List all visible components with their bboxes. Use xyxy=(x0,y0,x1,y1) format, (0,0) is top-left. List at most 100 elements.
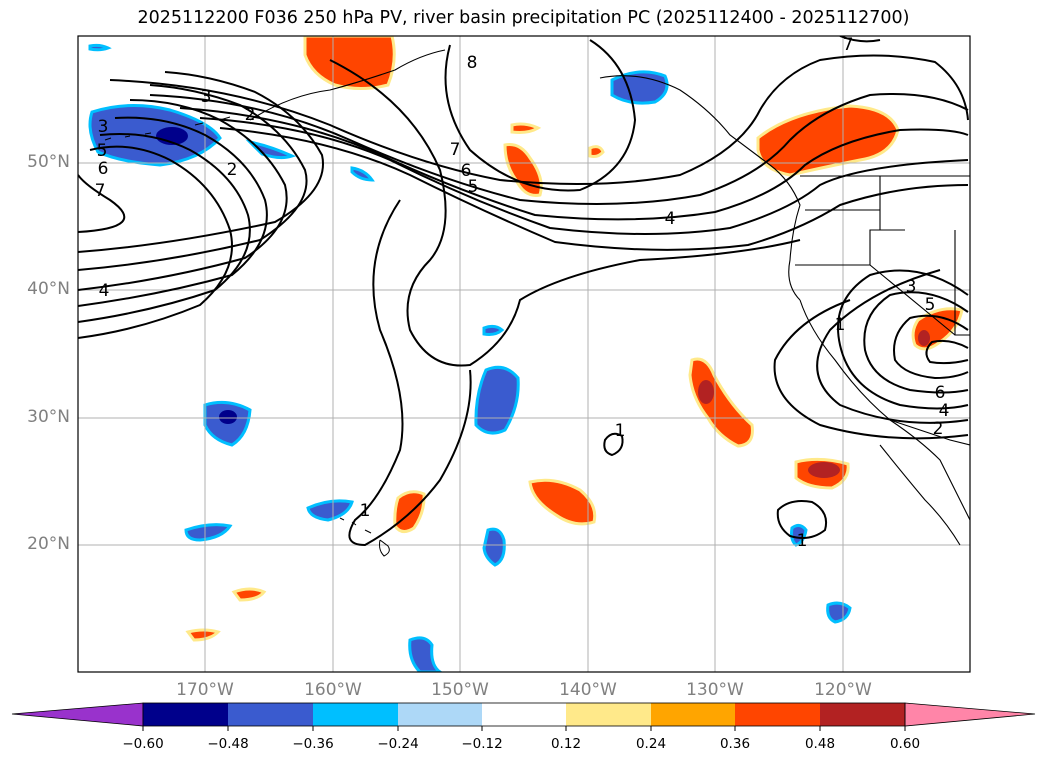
precip-positive-areas xyxy=(185,36,964,642)
blob-west-neg xyxy=(184,523,233,542)
lon-label-150w: 150°W xyxy=(431,680,489,700)
colorbar-segment xyxy=(482,703,566,726)
contour-label: 7 xyxy=(843,35,854,55)
blob-w-pos-3 xyxy=(588,145,605,158)
us-mexico-border xyxy=(889,419,970,446)
precip-negative-areas xyxy=(88,43,852,672)
blob-gulf-pos-2 xyxy=(510,122,542,134)
pv-contour-west-4 xyxy=(78,99,288,291)
pv-jet-2 xyxy=(149,93,969,205)
lon-label-120w: 120°W xyxy=(814,680,872,700)
coast-alaska-panhandle xyxy=(599,75,771,166)
pv-trough xyxy=(329,59,801,367)
pv-calif-outer-1 xyxy=(816,269,969,424)
contour-label: 5 xyxy=(925,295,936,315)
pv-contour-west-3 xyxy=(78,116,268,307)
colorbar-segment-below xyxy=(11,702,144,727)
state-border-east xyxy=(954,230,970,336)
map-title: 2025112200 F036 250 hPa PV, river basin … xyxy=(137,8,910,28)
pv-contours xyxy=(78,36,969,547)
blob-hawaii-pos xyxy=(393,490,426,533)
coast-alaska-south xyxy=(249,49,446,121)
blob-tiny-neg-4 xyxy=(88,43,112,52)
pv-cutoff xyxy=(348,199,472,547)
colorbar-tick-label: 0.24 xyxy=(635,736,667,752)
contour-label: 2 xyxy=(245,105,256,125)
colorbar-segment xyxy=(398,703,482,726)
pv-calif-low-1 xyxy=(837,269,969,410)
blob-alaska-pos xyxy=(303,36,396,90)
colorbar-frame xyxy=(142,702,906,727)
contour-label: 1 xyxy=(797,531,808,551)
contour-label: 7 xyxy=(95,181,106,201)
blob-tiny-neg-5 xyxy=(790,523,808,547)
blob-far-south-neg xyxy=(408,636,443,672)
colorbar-segment xyxy=(228,703,313,726)
pv-calif-low-3 xyxy=(893,314,969,380)
pv-gulf-loop xyxy=(444,39,637,192)
contour-label: 5 xyxy=(97,141,108,161)
colorbar-tick-label: −0.24 xyxy=(377,736,419,752)
contour-label: 6 xyxy=(935,383,946,403)
contour-label-layer: 3 3 5 6 7 2 2 4 8 7 6 5 4 7 3 5 1 6 4 2 … xyxy=(95,35,950,551)
pv-calif-low-4 xyxy=(925,339,969,365)
aleutians xyxy=(104,116,231,141)
map-panel[interactable]: 3 3 5 6 7 2 2 4 8 7 6 5 4 7 3 5 1 6 4 2 … xyxy=(0,0,1047,690)
lat-label-30n: 30°N xyxy=(27,407,70,427)
colorbar-tick-label: 0.60 xyxy=(889,736,921,752)
colorbar-tick-label: −0.48 xyxy=(207,736,249,752)
colorbar-segment xyxy=(143,703,228,726)
map-frame xyxy=(77,35,971,673)
colorbar-tick-label: −0.12 xyxy=(461,736,503,752)
lat-label-20n: 20°N xyxy=(27,534,70,554)
contour-label: 3 xyxy=(201,87,212,107)
pv-jet-5 xyxy=(219,127,969,251)
pv-jet-3 xyxy=(179,107,969,221)
lat-label-40n: 40°N xyxy=(27,279,70,299)
pv-calif-outer-2 xyxy=(773,299,969,440)
blob-mid-pos xyxy=(528,478,597,526)
pv-calif-low-2 xyxy=(863,291,969,394)
contour-label: 4 xyxy=(99,281,110,301)
contour-label: 5 xyxy=(468,177,479,197)
colorbar-segment xyxy=(651,703,735,726)
contour-label: 1 xyxy=(835,315,846,335)
colorbar-segment xyxy=(313,703,398,726)
colorbar-tick-label: 0.12 xyxy=(550,736,582,752)
coast-baja xyxy=(879,444,961,546)
pv-contour-west-2 xyxy=(78,133,251,323)
colorbar-ticks xyxy=(142,726,906,731)
colorbar-segment xyxy=(735,703,820,726)
pv-small-ring-2 xyxy=(776,500,828,539)
blob-mid-neg-1 xyxy=(474,365,520,435)
graticule xyxy=(78,36,970,672)
blob-hawaii-neg xyxy=(306,499,354,522)
lon-label-130w: 130°W xyxy=(686,680,744,700)
lon-label-170w: 170°W xyxy=(176,680,234,700)
blob-south-neg xyxy=(482,527,506,567)
contour-label: 1 xyxy=(360,501,371,521)
contour-label: 1 xyxy=(615,421,626,441)
lat-label-50n: 50°N xyxy=(27,152,70,172)
state-border-ca-nv xyxy=(869,229,905,265)
colorbar-segment-above xyxy=(904,702,1036,727)
contour-label: 4 xyxy=(939,401,950,421)
lon-label-160w: 160°W xyxy=(304,680,362,700)
blob-tiny-neg-3 xyxy=(482,324,505,336)
pv-jet-4 xyxy=(199,117,969,235)
pv-contour-west-1 xyxy=(78,145,233,339)
contour-label: 6 xyxy=(461,161,472,181)
colorbar-tick-label: −0.60 xyxy=(122,736,164,752)
colorbar-tick-label: −0.36 xyxy=(292,736,334,752)
contour-label: 3 xyxy=(98,117,109,137)
contour-label: 6 xyxy=(98,159,109,179)
blob-tiny-neg-1 xyxy=(245,139,297,160)
contour-label: 4 xyxy=(665,209,676,229)
blob-w-pos-1 xyxy=(231,587,267,602)
colorbar-tick-label: 0.48 xyxy=(804,736,836,752)
blob-ne-small-neg xyxy=(826,601,852,624)
contour-label: 3 xyxy=(906,277,917,297)
blob-tiny-neg-2 xyxy=(350,166,375,182)
contour-label: 7 xyxy=(450,140,461,160)
coast-bc-wa-or xyxy=(769,164,801,301)
